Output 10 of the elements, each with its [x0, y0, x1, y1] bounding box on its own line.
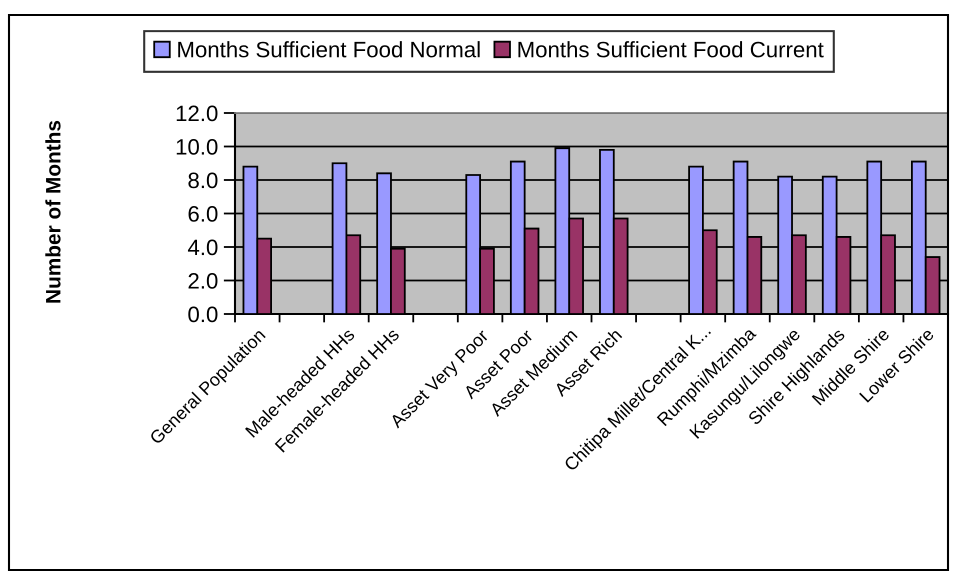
y-tick-label: 12.0: [176, 106, 218, 122]
y-axis-title: Number of Months: [45, 120, 61, 303]
y-tick-label: 8.0: [188, 172, 218, 188]
legend-label: Months Sufficient Food Current: [518, 41, 824, 58]
y-tick-label: 6.0: [188, 206, 218, 222]
y-tick-label: 4.0: [188, 240, 218, 256]
y-tick-label: 2.0: [188, 273, 218, 289]
y-tick-label: 10.0: [176, 139, 218, 155]
y-tick-label: 0.0: [188, 306, 218, 322]
legend-label: Months Sufficient Food Normal: [178, 41, 480, 58]
